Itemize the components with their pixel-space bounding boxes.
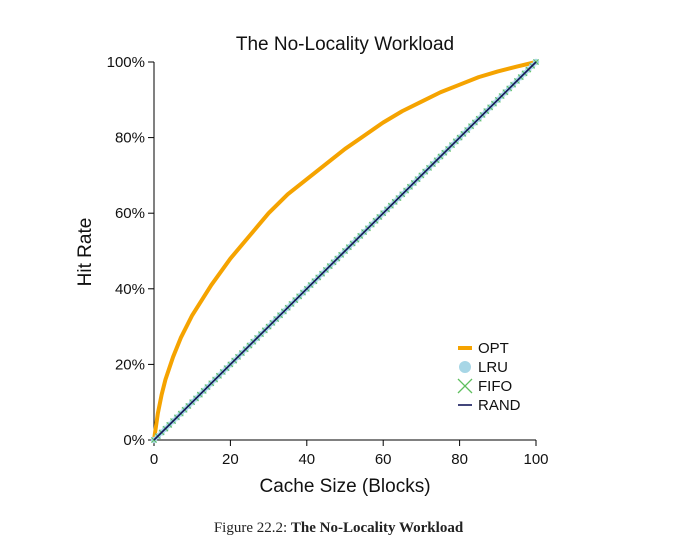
y-tick-label: 0% xyxy=(123,432,145,449)
legend-entry-fifo: FIFO xyxy=(457,378,512,395)
series-opt-line xyxy=(152,60,538,442)
caption-label: Figure 22.2: xyxy=(213,520,288,536)
figure-caption: Figure 22.2: The No-Locality Workload xyxy=(0,520,677,537)
x-axis-label: Cache Size (Blocks) xyxy=(259,476,430,497)
y-tick-label: 40% xyxy=(115,281,145,298)
legend-entry-opt: OPT xyxy=(458,340,509,357)
plot-area xyxy=(150,58,540,444)
legend-label: FIFO xyxy=(478,378,512,395)
legend-label: RAND xyxy=(478,397,521,414)
legend-swatch xyxy=(457,378,473,394)
legend-entry-rand: RAND xyxy=(458,397,521,414)
y-tick-label: 20% xyxy=(115,356,145,373)
y-tick-label: 60% xyxy=(115,205,145,222)
y-tick-label: 100% xyxy=(107,54,145,71)
y-tick-label: 80% xyxy=(115,130,145,147)
legend-entry-lru: LRU xyxy=(459,359,508,376)
x-tick-label: 0 xyxy=(150,451,158,468)
series-rand-line xyxy=(153,61,537,441)
x-tick-label: 80 xyxy=(451,451,468,468)
legend: OPT LRU FIFO RAND xyxy=(457,340,521,414)
ticks: 0 20 40 60 80 100 0% 20% 40% 60% 80% 100% xyxy=(107,54,549,468)
legend-label: LRU xyxy=(478,359,508,376)
x-tick-label: 100 xyxy=(523,451,548,468)
caption-text: The No-Locality Workload xyxy=(290,520,464,536)
y-axis-label: Hit Rate xyxy=(75,218,96,287)
x-tick-label: 40 xyxy=(298,451,315,468)
x-tick-label: 60 xyxy=(375,451,392,468)
chart-title: The No-Locality Workload xyxy=(236,34,454,55)
legend-label: OPT xyxy=(478,340,509,357)
legend-swatch xyxy=(459,361,471,373)
x-tick-label: 20 xyxy=(222,451,239,468)
axes xyxy=(153,62,536,441)
